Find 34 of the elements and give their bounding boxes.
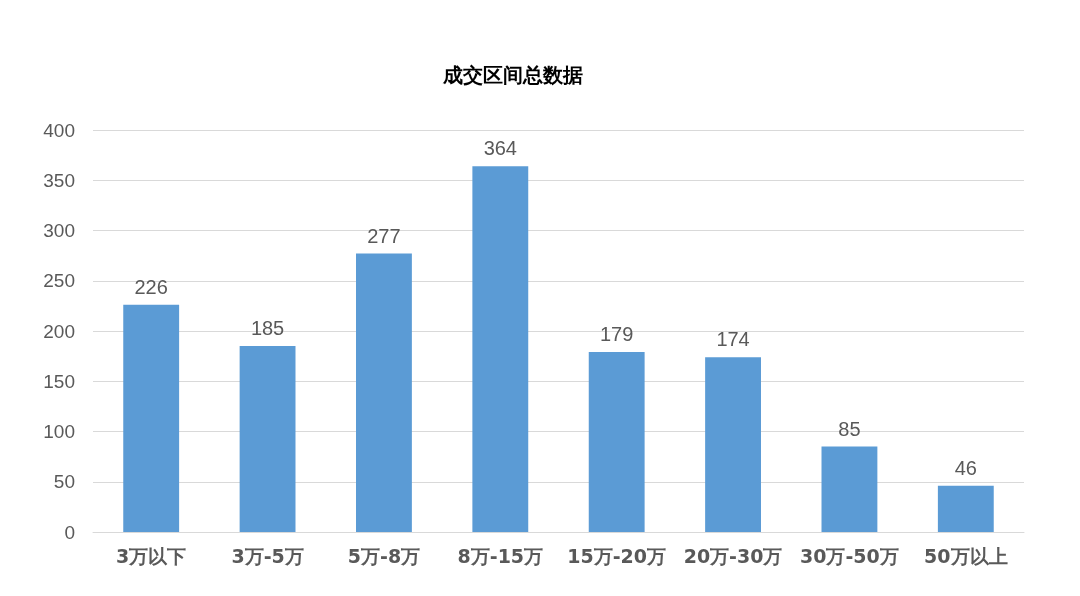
y-tick-label: 100 [43, 421, 75, 442]
data-label: 85 [838, 417, 861, 440]
bar [356, 253, 412, 532]
y-tick-label: 250 [43, 270, 75, 292]
data-label: 185 [250, 317, 285, 340]
data-label: 277 [367, 224, 401, 247]
bar [705, 357, 761, 532]
data-label: 46 [954, 456, 977, 479]
y-tick-label: 50 [53, 471, 75, 493]
bar [821, 446, 878, 532]
data-label: 179 [600, 323, 634, 346]
y-tick-label: 350 [43, 169, 75, 191]
data-label: 174 [716, 328, 750, 351]
bar [123, 304, 180, 532]
bar [239, 346, 296, 532]
bar [588, 352, 645, 532]
x-tick-label: 50万以上 [924, 544, 1008, 567]
y-tick-label: 150 [43, 370, 75, 392]
y-tick-label: 300 [43, 220, 75, 241]
x-tick-label: 15万-20万 [567, 544, 667, 567]
x-tick-label: 3万以下 [116, 544, 187, 567]
bar [472, 166, 529, 532]
data-label: 364 [483, 137, 517, 160]
x-tick-label: 20万-30万 [683, 544, 783, 567]
y-tick-label: 200 [43, 320, 75, 342]
chart-title: 成交区间总数据 [442, 63, 583, 87]
x-tick-label: 5万-8万 [347, 544, 421, 567]
x-tick-label: 8万-15万 [457, 544, 544, 567]
y-tick-label: 0 [64, 521, 75, 543]
x-tick-label: 30万-50万 [800, 544, 899, 567]
data-label: 226 [134, 275, 168, 298]
bar [937, 485, 994, 532]
y-tick-label: 400 [43, 119, 75, 141]
x-tick-label: 3万-5万 [231, 544, 304, 567]
